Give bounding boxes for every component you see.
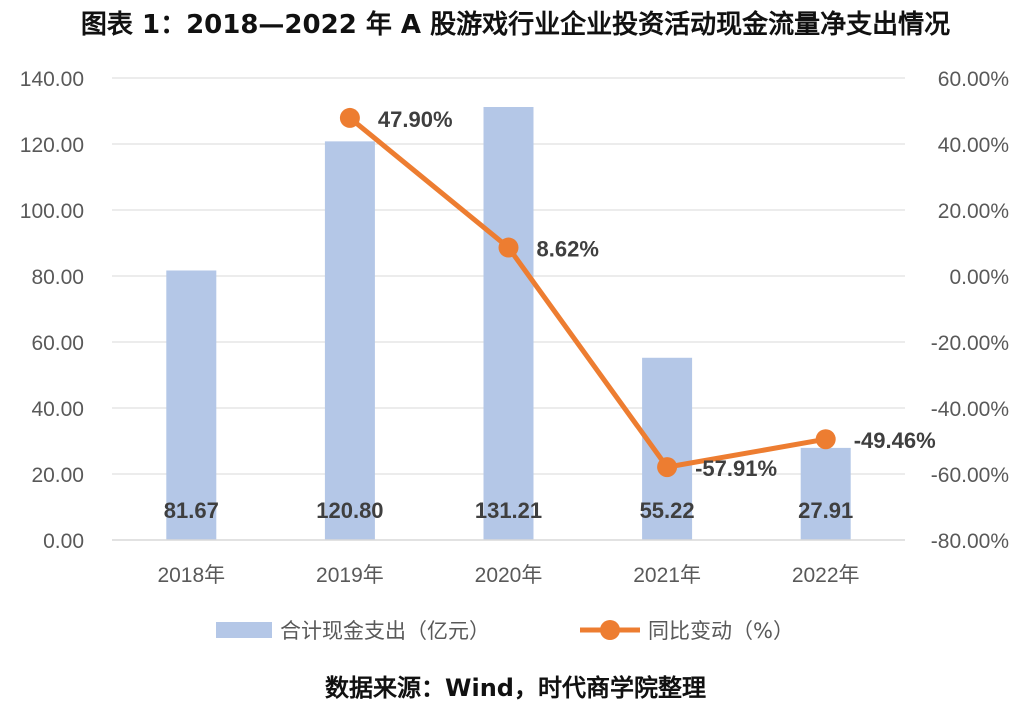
right-tick-label: 60.00% <box>938 68 1009 91</box>
x-tick-label: 2022年 <box>792 564 860 587</box>
line-point <box>815 429 836 450</box>
right-axis: -80.00% -60.00% -40.00% -20.00% 0.00% 20.00% 4… <box>931 68 1009 553</box>
right-tick-label: -40.00% <box>931 398 1009 421</box>
bar <box>642 357 693 540</box>
left-tick-label: 40.00 <box>31 398 84 421</box>
left-tick-label: 60.00 <box>31 332 84 355</box>
line-path <box>348 115 827 470</box>
bar-data-label: 27.91 <box>798 498 853 523</box>
line-series <box>339 107 836 478</box>
bar-data-label: 120.80 <box>316 498 383 523</box>
bar-series <box>166 107 851 541</box>
legend-swatch-marker <box>600 620 620 640</box>
line-data-label: -49.46% <box>854 428 936 453</box>
bar <box>166 270 217 540</box>
legend: 合计现金支出（亿元） 同比变动（%） <box>216 619 794 643</box>
legend-swatch-bar <box>216 622 272 638</box>
bar-data-labels: 81.67 120.80 131.21 55.22 27.91 <box>164 498 853 523</box>
legend-label-bar: 合计现金支出（亿元） <box>280 619 490 643</box>
legend-label-line: 同比变动（%） <box>648 619 794 643</box>
right-tick-label: 40.00% <box>938 134 1009 157</box>
left-tick-label: 0.00 <box>43 530 84 553</box>
right-tick-label: 0.00% <box>949 266 1009 289</box>
right-tick-label: -60.00% <box>931 464 1009 487</box>
left-tick-label: 100.00 <box>20 200 84 223</box>
line-point <box>657 457 678 478</box>
bar <box>800 447 851 540</box>
bar-data-label: 55.22 <box>640 498 695 523</box>
line-point <box>339 107 360 128</box>
bar <box>324 141 375 541</box>
x-tick-label: 2020年 <box>475 564 543 587</box>
line-point <box>498 237 519 258</box>
right-tick-label: -20.00% <box>931 332 1009 355</box>
line-data-label: 47.90% <box>378 107 453 132</box>
chart-title: 图表 1：2018—2022 年 A 股游戏行业企业投资活动现金流量净支出情况 <box>80 10 951 40</box>
line-data-label: 8.62% <box>537 237 599 262</box>
chart-source: 数据来源：Wind，时代商学院整理 <box>325 674 706 702</box>
bar <box>483 107 534 541</box>
line-data-label: -57.91% <box>695 456 777 481</box>
x-tick-label: 2021年 <box>633 564 701 587</box>
left-tick-label: 20.00 <box>31 464 84 487</box>
bar-data-label: 81.67 <box>164 498 219 523</box>
x-axis: 2018年 2019年 2020年 2021年 2022年 <box>112 539 905 587</box>
bar-data-label: 131.21 <box>475 498 542 523</box>
x-tick-label: 2019年 <box>316 564 384 587</box>
left-tick-label: 120.00 <box>20 134 84 157</box>
line-data-labels: 47.90% 8.62% -57.91% -49.46% <box>378 107 936 481</box>
left-tick-label: 80.00 <box>31 266 84 289</box>
left-tick-label: 140.00 <box>20 68 84 91</box>
x-tick-label: 2018年 <box>157 564 225 587</box>
right-tick-label: -80.00% <box>931 530 1009 553</box>
right-tick-label: 20.00% <box>938 200 1009 223</box>
left-axis: 0.00 20.00 40.00 60.00 80.00 100.00 120.00 140.… <box>20 68 84 553</box>
